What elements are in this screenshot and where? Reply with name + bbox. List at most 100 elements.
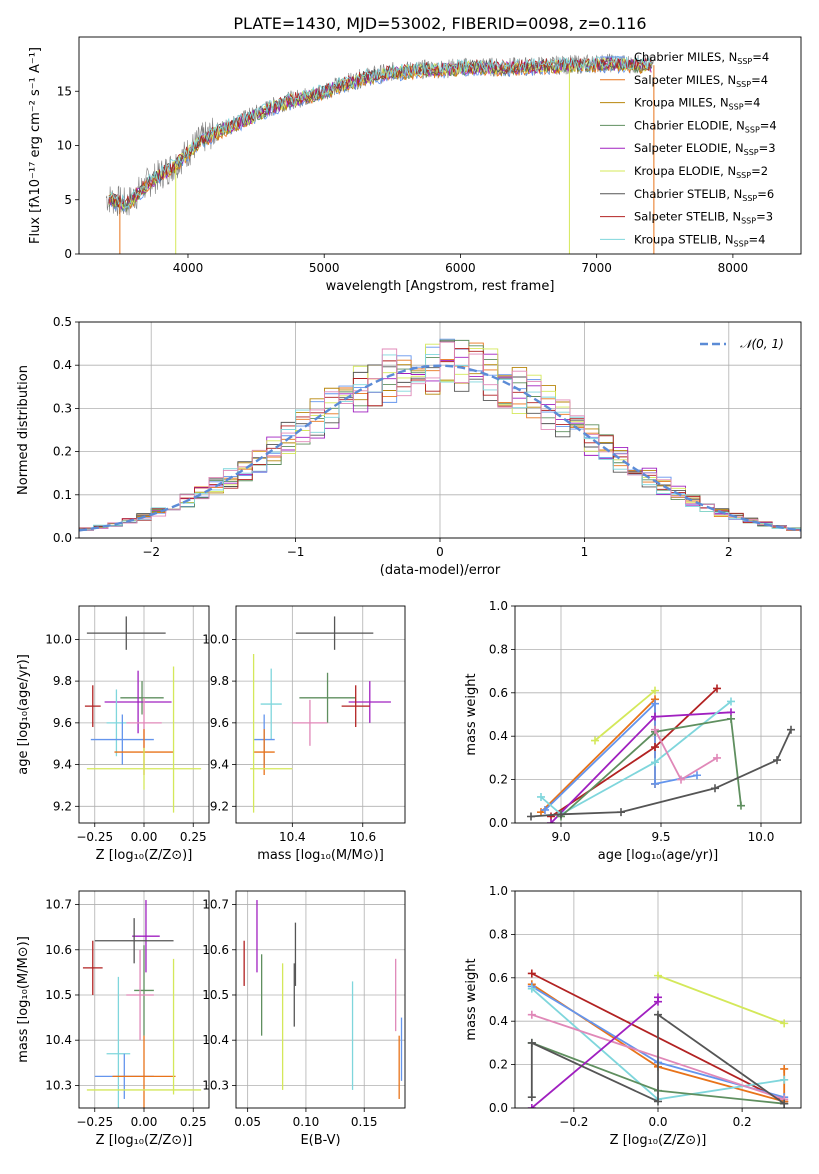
axes-frame — [235, 890, 406, 1109]
chart-weight-vs-Z: −0.2 0.0 0.2 0.0 0.2 0.4 0.6 0.8 1.0 Z [log₁₀(Z/Z… — [464, 884, 802, 1148]
legend-label-sub: SSP — [742, 194, 757, 203]
y-axis-label: mass weight — [464, 958, 479, 1040]
weight-marker — [527, 1010, 536, 1019]
plot-area-mass-vs-ebv — [243, 900, 403, 1099]
chart-age-vs-mass: 10.4 10.6 9.2 9.4 9.6 9.8 10.0 mass [log₁₀(M/M⊙… — [202, 605, 406, 863]
weight-marker — [557, 810, 565, 819]
legend-label: Salpeter STELIB, NSSP=3 — [634, 210, 773, 226]
legend-label-sub: SSP — [736, 171, 751, 180]
y-tick-label: 0.4 — [53, 358, 72, 372]
weight-marker — [547, 819, 555, 823]
weight-marker — [651, 779, 659, 788]
y-tick-label: 10.4 — [202, 1033, 229, 1047]
y-tick-label: 0.0 — [489, 1101, 508, 1115]
weight-marker — [727, 697, 735, 706]
plot-area-age-vs-mass — [250, 616, 391, 813]
weight-marker — [527, 1093, 536, 1102]
chart-spectrum: 4000 5000 6000 7000 8000 0 5 10 15 wavelength [An… — [28, 36, 802, 294]
x-axis-label: E(B-V) — [300, 1133, 340, 1148]
y-tick-label: 9.4 — [210, 758, 229, 772]
weight-marker — [527, 984, 536, 993]
axes-frame — [514, 890, 802, 1109]
legend-label-sub: SSP — [734, 239, 749, 248]
errorbar-point — [126, 949, 154, 1041]
errorbar-point — [106, 689, 127, 757]
spectrum-model-line — [108, 55, 652, 209]
weight-marker — [617, 808, 625, 817]
weight-marker — [713, 753, 721, 762]
weight-marker — [780, 1075, 789, 1084]
errorbar-point — [120, 681, 164, 715]
y-tick-label: 10 — [57, 139, 72, 153]
errorbar-point — [253, 729, 275, 776]
legend-label-name: Salpeter STELIB, N — [634, 210, 741, 224]
weight-marker — [773, 756, 781, 765]
legend-label: Salpeter MILES, NSSP=4 — [634, 73, 768, 89]
chart-weight-vs-age: 9.0 9.5 10.0 0.0 0.2 0.4 0.6 0.8 1.0 age [log₁₀(a… — [464, 599, 802, 863]
weight-marker — [591, 736, 599, 745]
y-axis-label: Flux [fλ10⁻¹⁷ erg cm⁻² s⁻¹ A⁻¹] — [28, 47, 43, 244]
x-tick-label: 10.4 — [279, 830, 306, 844]
y-tick-label: 0.8 — [489, 642, 508, 656]
plot-area-residuals — [79, 338, 801, 538]
y-axis-label: age [log₁₀(age/yr)] — [16, 654, 31, 775]
weight-marker — [651, 699, 659, 708]
y-tick-label: 15 — [57, 84, 72, 98]
y-tick-label: 10.6 — [202, 943, 229, 957]
axes-frame — [78, 605, 210, 824]
x-tick-label: 1 — [581, 545, 589, 559]
chart-mass-vs-Z: −0.25 0.00 0.25 10.3 10.4 10.5 10.6 10.7 Z [log₁… — [16, 890, 210, 1148]
y-tick-label: 9.4 — [53, 758, 72, 772]
x-tick-label: −0.2 — [559, 1115, 588, 1129]
weight-marker — [537, 792, 545, 801]
weight-marker — [651, 686, 659, 695]
y-tick-label: 9.8 — [210, 674, 229, 688]
legend-label: Kroupa MILES, NSSP=4 — [634, 96, 760, 112]
axes-frame — [514, 605, 802, 824]
weight-line — [540, 697, 656, 813]
weight-marker — [780, 1099, 789, 1108]
x-tick-label: 0.15 — [351, 1115, 378, 1129]
y-tick-label: 0.3 — [53, 401, 72, 415]
y-tick-label: 10.5 — [45, 988, 72, 1002]
legend-label-count: =4 — [760, 118, 777, 132]
weight-marker — [737, 801, 745, 810]
x-tick-label: 0.2 — [733, 1115, 752, 1129]
y-tick-label: 0.0 — [489, 816, 508, 830]
weight-line — [540, 700, 732, 816]
axes-frame — [235, 605, 406, 824]
errorbar-point — [84, 685, 101, 728]
errorbar-point — [341, 685, 370, 728]
y-tick-label: 9.2 — [53, 799, 72, 813]
normal-curve — [79, 364, 801, 532]
x-tick-label: −0.25 — [76, 830, 113, 844]
y-tick-label: 0.6 — [489, 686, 508, 700]
x-tick-label: −2 — [142, 545, 160, 559]
y-tick-label: 9.8 — [53, 674, 72, 688]
x-tick-label: 10.0 — [748, 830, 775, 844]
y-axis-label: Normed distribution — [16, 365, 31, 495]
plot-area-weight-vs-age — [527, 684, 795, 823]
x-tick-label: 0.25 — [180, 830, 207, 844]
y-tick-label: 9.6 — [210, 716, 229, 730]
legend-label-count: =3 — [759, 141, 776, 155]
legend-label-count: =3 — [756, 210, 773, 224]
y-axis-label: mass [log₁₀(M/M⊙)] — [16, 936, 31, 1063]
x-tick-label: 10.6 — [349, 830, 376, 844]
x-tick-label: 6000 — [445, 261, 476, 275]
x-tick-label: 2 — [725, 545, 733, 559]
weight-marker — [780, 1064, 789, 1073]
y-tick-label: 0.1 — [53, 488, 72, 502]
y-tick-label: 0.2 — [53, 445, 72, 459]
y-tick-label: 0.2 — [489, 1058, 508, 1072]
legend-label-count: =4 — [751, 73, 768, 87]
x-axis-label: mass [log₁₀(M/M⊙)] — [257, 848, 384, 863]
errorbar-point — [295, 616, 374, 650]
legend-label-name: Kroupa STELIB, N — [634, 232, 734, 246]
y-tick-label: 10.3 — [45, 1078, 72, 1092]
axes-frame — [78, 321, 802, 539]
y-tick-label: 5 — [64, 193, 72, 207]
y-axis-label: mass weight — [464, 673, 479, 755]
weight-marker — [654, 993, 662, 1002]
y-tick-label: 0.2 — [489, 773, 508, 787]
